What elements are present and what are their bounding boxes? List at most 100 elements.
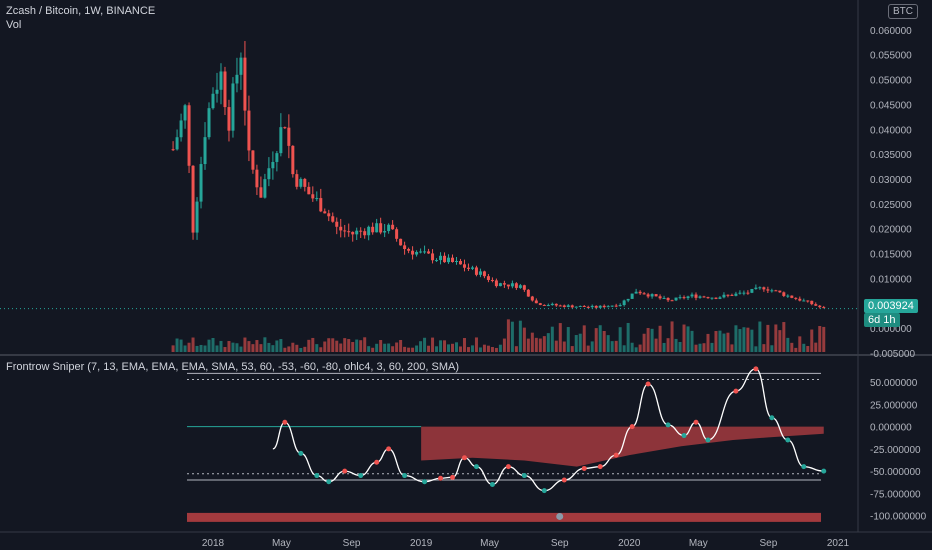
price-tick-label: 0.045000 (870, 100, 912, 111)
indicator-title: Frontrow Sniper (7, 13, EMA, EMA, EMA, S… (6, 361, 460, 373)
volume-bar (331, 338, 335, 352)
candle-body (742, 292, 746, 294)
volume-bar (478, 347, 482, 352)
candle-body (554, 303, 558, 306)
candle-body (247, 110, 251, 151)
candle-body (566, 305, 570, 307)
volume-bar (574, 335, 578, 352)
volume-bar (231, 342, 235, 352)
volume-bar (239, 346, 243, 352)
volume-bar (714, 331, 718, 352)
time-tick-label: 2021 (827, 538, 850, 549)
volume-bar (622, 345, 626, 352)
oscillator-point (314, 473, 320, 479)
candle-body (415, 251, 419, 255)
oscillator-point (769, 415, 775, 421)
countdown-tag: 6d 1h (864, 313, 900, 327)
oscillator-point (461, 455, 467, 461)
candle-body (702, 296, 706, 298)
volume-bar (570, 346, 574, 352)
candle-body (710, 297, 714, 299)
volume-bar (630, 342, 634, 352)
price-tick-label: 0.000000 (870, 324, 912, 335)
price-tick-label: 0.030000 (870, 175, 912, 186)
candle-body (614, 305, 618, 307)
volume-bar (822, 326, 826, 352)
candle-body (618, 305, 622, 307)
candle-body (810, 300, 814, 305)
volume-bar (383, 343, 387, 352)
volume-bar (295, 344, 299, 352)
candle-body (722, 294, 726, 298)
volume-bar (271, 345, 275, 352)
volume-bar (670, 321, 674, 352)
volume-bar (207, 339, 211, 352)
candle-body (351, 231, 355, 235)
volume-bar (690, 330, 694, 352)
time-tick-label: 2020 (618, 538, 641, 549)
volume-bar (215, 345, 219, 352)
candle-body (490, 279, 494, 281)
candle-body (387, 224, 391, 232)
candle-body (331, 216, 335, 222)
candle-body (327, 213, 331, 217)
candle-body (195, 201, 199, 233)
volume-bar (391, 346, 395, 352)
candle-body (299, 178, 303, 187)
volume-bar (590, 341, 594, 352)
candle-body (423, 251, 427, 253)
volume-bar (782, 322, 786, 352)
volume-bar (614, 340, 618, 352)
volume-bar (702, 343, 706, 352)
volume-bar (494, 347, 498, 352)
volume-bar (526, 338, 530, 352)
candlestick-series (171, 41, 826, 310)
candle-body (790, 295, 794, 298)
volume-bar (347, 339, 351, 352)
oscillator-tick-label: -25.000000 (870, 445, 921, 456)
volume-bar (399, 339, 403, 352)
candle-body (359, 230, 363, 232)
candle-body (407, 249, 411, 251)
volume-bar (682, 324, 686, 352)
candle-body (658, 296, 662, 299)
volume-bar (415, 345, 419, 352)
candle-body (538, 303, 542, 305)
candle-body (522, 285, 526, 290)
oscillator-point (450, 474, 456, 480)
candle-body (582, 306, 586, 308)
volume-bar (594, 328, 598, 352)
candle-body (323, 211, 327, 214)
time-tick-label: May (272, 538, 291, 549)
candle-body (267, 168, 271, 180)
volume-bar (550, 326, 554, 352)
volume-bar (726, 332, 730, 352)
candle-body (798, 298, 802, 301)
candle-body (207, 108, 211, 138)
oscillator-point (505, 464, 511, 470)
volume-bar (606, 335, 610, 352)
candle-body (530, 296, 534, 301)
candle-body (411, 250, 415, 255)
candle-body (395, 229, 399, 239)
candle-body (303, 178, 307, 187)
volume-bar (323, 341, 327, 352)
candle-body (558, 305, 562, 307)
time-tick-label: 2018 (202, 538, 225, 549)
volume-bar (175, 338, 179, 352)
volume-bar (435, 346, 439, 352)
oscillator-tick-label: 0.000000 (870, 423, 912, 434)
currency-badge[interactable]: BTC (888, 4, 918, 19)
candle-body (802, 300, 806, 302)
oscillator-point (733, 388, 739, 394)
candle-body (375, 223, 379, 233)
volume-bar (562, 341, 566, 352)
volume-bar (235, 343, 239, 352)
candle-body (814, 304, 818, 306)
volume-bar (578, 333, 582, 352)
candle-body (462, 264, 466, 268)
candle-body (594, 305, 598, 308)
oscillator-point (753, 366, 759, 372)
candle-body (694, 294, 698, 298)
